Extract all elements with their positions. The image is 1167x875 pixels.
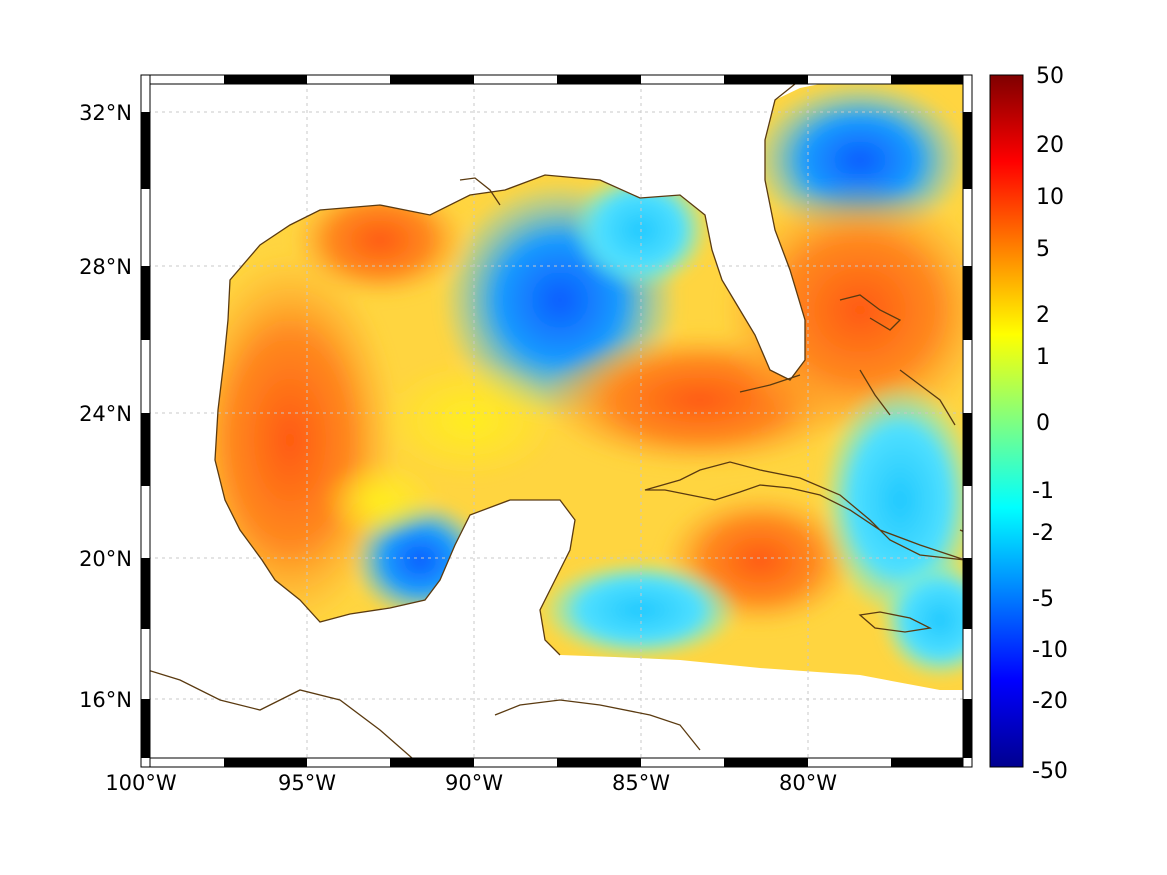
coastlines	[141, 79, 972, 766]
colorbar-gradient	[989, 74, 1024, 768]
x-tick-label: 80°W	[779, 771, 837, 795]
y-tick-labels: 32°N 28°N 24°N 20°N 16°N	[79, 101, 132, 712]
jamaica-coast	[858, 611, 933, 633]
map-frame	[140, 74, 973, 768]
x-tick-labels: 100°W 95°W 90°W 85°W 80°W	[105, 771, 837, 795]
gridlines	[141, 75, 972, 767]
colorbar-label: -10	[1032, 638, 1068, 663]
colorbar-label: -50	[1032, 759, 1068, 784]
y-tick-label: 28°N	[79, 255, 132, 279]
x-tick-label: 100°W	[105, 771, 177, 795]
x-tick-label: 95°W	[278, 771, 336, 795]
y-tick-label: 32°N	[79, 101, 132, 125]
colorbar-label: 5	[1036, 237, 1050, 262]
colorbar-label: 1	[1036, 345, 1050, 370]
x-tick-label: 90°W	[445, 771, 503, 795]
y-tick-label: 16°N	[79, 688, 132, 712]
colorbar-label: 2	[1036, 303, 1050, 328]
colorbar-label: -20	[1032, 689, 1068, 714]
colorbar-label: 20	[1036, 133, 1064, 158]
y-tick-label: 24°N	[79, 402, 132, 426]
colorbar: 50 20 10 5 2 1 0 -1 -2 -5 -10 -20 -50	[989, 64, 1068, 784]
x-tick-label: 85°W	[612, 771, 670, 795]
colorbar-label: -5	[1032, 587, 1054, 612]
colorbar-label: 10	[1036, 185, 1064, 210]
colorbar-label: -2	[1032, 521, 1054, 546]
cuba-coast	[644, 461, 966, 561]
colorbar-labels: 50 20 10 5 2 1 0 -1 -2 -5 -10 -20 -50	[1032, 64, 1068, 784]
colorbar-label: 50	[1036, 64, 1064, 89]
colorbar-label: -1	[1032, 479, 1054, 504]
y-tick-label: 20°N	[79, 547, 132, 571]
colorbar-label: 0	[1036, 411, 1050, 436]
